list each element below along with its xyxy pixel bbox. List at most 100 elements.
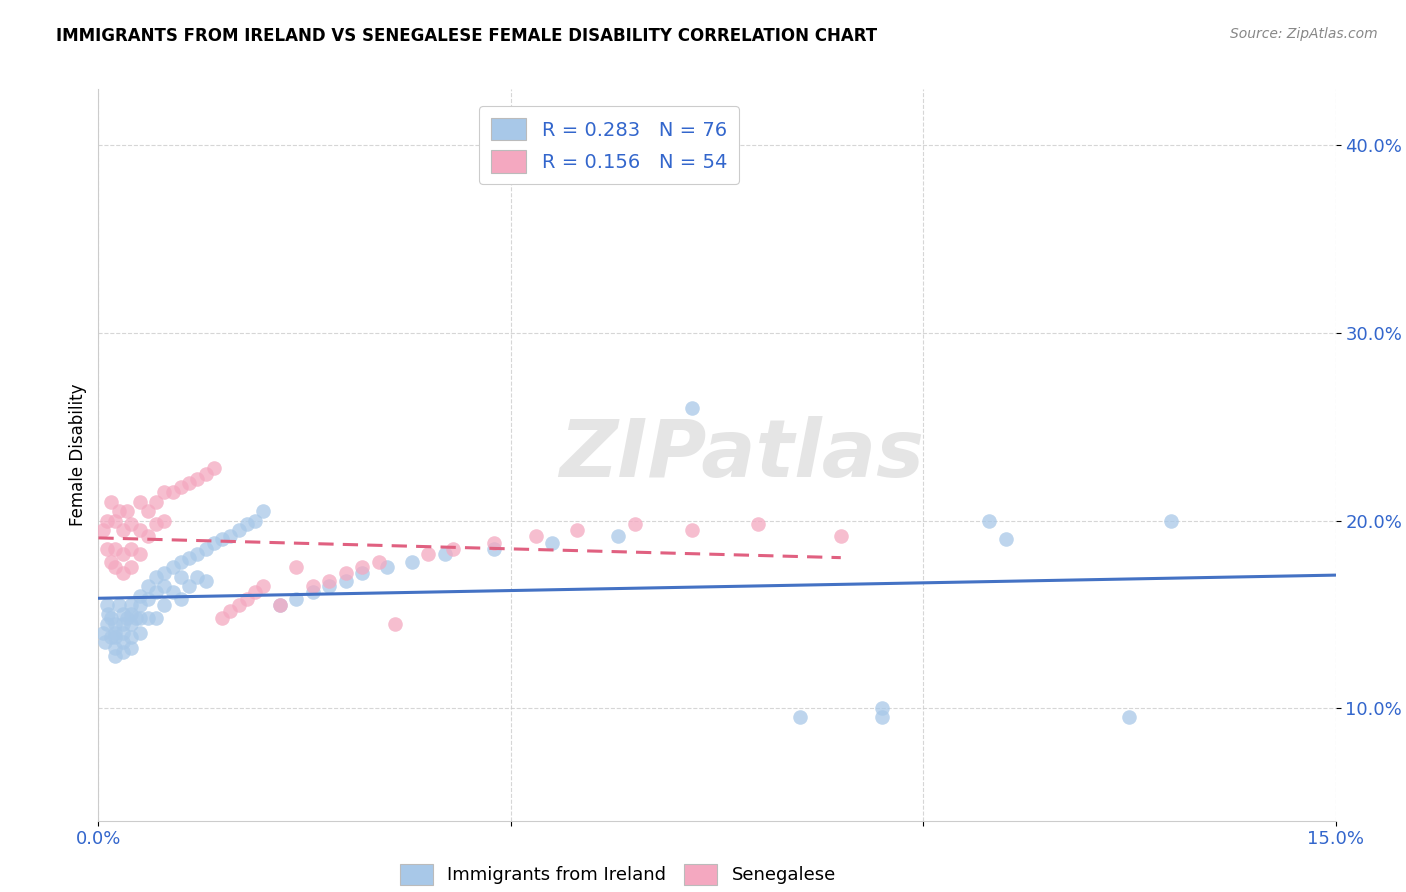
Point — [186, 547, 208, 561]
Point — [136, 579, 159, 593]
Point — [401, 555, 423, 569]
Point — [179, 476, 201, 491]
Point — [108, 504, 131, 518]
Point — [117, 611, 139, 625]
Point — [170, 592, 193, 607]
Point — [136, 504, 159, 518]
Point — [112, 626, 135, 640]
Point — [202, 536, 225, 550]
Point — [162, 485, 184, 500]
Point — [236, 592, 259, 607]
Point — [384, 616, 406, 631]
Point — [243, 514, 266, 528]
Point — [994, 533, 1017, 547]
Point — [367, 555, 389, 569]
Point — [441, 541, 464, 556]
Point — [179, 579, 201, 593]
Point — [194, 574, 217, 588]
Text: IMMIGRANTS FROM IRELAND VS SENEGALESE FEMALE DISABILITY CORRELATION CHART: IMMIGRANTS FROM IRELAND VS SENEGALESE FE… — [56, 27, 877, 45]
Point — [136, 528, 159, 542]
Point — [228, 598, 250, 612]
Point — [104, 514, 127, 528]
Point — [136, 592, 159, 607]
Point — [128, 495, 150, 509]
Point — [211, 533, 233, 547]
Point — [128, 611, 150, 625]
Point — [194, 541, 217, 556]
Point — [94, 635, 117, 649]
Point — [120, 607, 142, 622]
Point — [285, 560, 308, 574]
Point — [96, 616, 118, 631]
Point — [352, 560, 374, 574]
Point — [97, 607, 120, 622]
Point — [112, 566, 135, 580]
Point — [104, 616, 127, 631]
Text: ZIPatlas: ZIPatlas — [560, 416, 924, 494]
Point — [269, 598, 291, 612]
Point — [145, 495, 167, 509]
Point — [524, 528, 547, 542]
Point — [747, 517, 769, 532]
Point — [145, 517, 167, 532]
Point — [145, 611, 167, 625]
Point — [104, 641, 127, 656]
Point — [120, 616, 142, 631]
Point — [128, 547, 150, 561]
Point — [108, 598, 131, 612]
Point — [100, 630, 122, 644]
Point — [484, 541, 506, 556]
Point — [128, 626, 150, 640]
Point — [269, 598, 291, 612]
Point — [112, 645, 135, 659]
Point — [228, 523, 250, 537]
Point — [120, 517, 142, 532]
Point — [243, 584, 266, 599]
Point — [170, 570, 193, 584]
Point — [136, 611, 159, 625]
Point — [789, 710, 811, 724]
Point — [623, 517, 645, 532]
Point — [96, 598, 118, 612]
Point — [565, 523, 588, 537]
Point — [179, 551, 201, 566]
Point — [162, 584, 184, 599]
Point — [219, 604, 242, 618]
Point — [194, 467, 217, 481]
Point — [335, 566, 357, 580]
Point — [170, 480, 193, 494]
Point — [120, 560, 142, 574]
Point — [124, 611, 146, 625]
Point — [236, 517, 259, 532]
Point — [186, 570, 208, 584]
Point — [91, 523, 114, 537]
Y-axis label: Female Disability: Female Disability — [69, 384, 87, 526]
Point — [202, 461, 225, 475]
Point — [145, 584, 167, 599]
Point — [153, 485, 176, 500]
Point — [112, 547, 135, 561]
Point — [162, 560, 184, 574]
Point — [1118, 710, 1140, 724]
Point — [128, 598, 150, 612]
Point — [100, 495, 122, 509]
Point — [128, 523, 150, 537]
Point — [112, 635, 135, 649]
Point — [870, 701, 893, 715]
Point — [112, 607, 135, 622]
Point — [104, 648, 127, 663]
Point — [418, 547, 440, 561]
Point — [120, 630, 142, 644]
Point — [112, 616, 135, 631]
Point — [96, 514, 118, 528]
Point — [153, 598, 176, 612]
Point — [100, 611, 122, 625]
Point — [117, 504, 139, 518]
Point — [352, 566, 374, 580]
Point — [104, 541, 127, 556]
Point — [1160, 514, 1182, 528]
Text: Source: ZipAtlas.com: Source: ZipAtlas.com — [1230, 27, 1378, 41]
Point — [128, 589, 150, 603]
Point — [100, 555, 122, 569]
Legend: Immigrants from Ireland, Senegalese: Immigrants from Ireland, Senegalese — [394, 857, 844, 892]
